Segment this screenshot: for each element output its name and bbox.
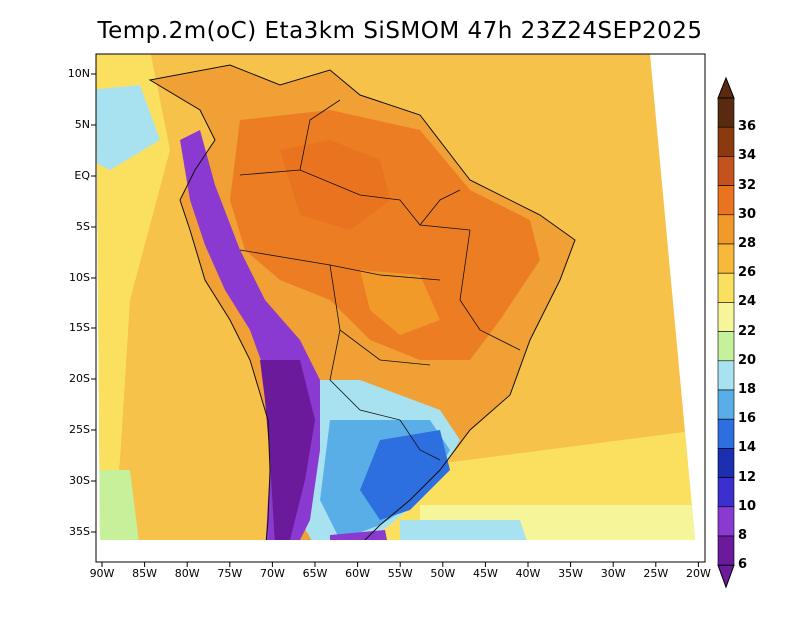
coastline xyxy=(148,64,576,540)
lon-tick-label: 30W xyxy=(600,567,626,580)
lat-tick-label: 10S xyxy=(69,271,90,284)
colorbar-label: 24 xyxy=(738,294,757,310)
lon-tick-label: 35W xyxy=(558,567,584,580)
colorbar-arrow-down xyxy=(717,564,735,589)
map-title: Temp.2m(oC) Eta3km SiSMOM 47h 23Z24SEP20… xyxy=(97,18,703,44)
lat-tick-label: 5S xyxy=(76,220,90,233)
colorbar-swatch xyxy=(717,448,735,478)
colorbar-label: 32 xyxy=(738,177,757,193)
lon-tick-label: 40W xyxy=(515,567,541,580)
lon-tick-label: 70W xyxy=(259,567,285,580)
colorbar-label: 30 xyxy=(738,206,757,222)
lon-tick-label: 45W xyxy=(472,567,498,580)
colorbar-swatch xyxy=(717,535,735,566)
colorbar-label: 12 xyxy=(738,469,757,485)
colorbar-swatch xyxy=(717,418,735,449)
lat-tick-label: 25S xyxy=(69,423,90,436)
pacific-south-cool xyxy=(96,470,140,540)
lat-tick-label: 10N xyxy=(67,67,90,80)
colorbar-swatch xyxy=(717,331,735,362)
colorbar-label: 16 xyxy=(738,411,757,427)
lon-tick-label: 90W xyxy=(89,567,115,580)
andes-coldest xyxy=(260,360,315,540)
colorbar-label: 18 xyxy=(738,382,757,397)
colorbar-label: 6 xyxy=(738,557,748,573)
lat-tick-label: 35S xyxy=(69,525,90,538)
colorbar-swatch xyxy=(717,185,735,216)
colorbar-swatch xyxy=(717,214,735,245)
land-south-colder xyxy=(360,430,450,520)
lon-tick-label: 80W xyxy=(174,567,200,580)
colorbar-arrow-up xyxy=(717,76,735,99)
lon-tick-label: 50W xyxy=(430,567,456,580)
colorbar-swatch xyxy=(717,156,735,186)
land-warm-spot xyxy=(360,270,440,335)
lat-tick-label: 5N xyxy=(74,118,90,131)
lat-tick-label: 15S xyxy=(69,321,90,334)
lon-tick-label: 20W xyxy=(685,567,711,580)
lon-tick-label: 65W xyxy=(302,567,328,580)
colorbar-swatch xyxy=(717,126,735,157)
axis-ticks xyxy=(91,73,699,567)
colorbar-label: 28 xyxy=(738,236,757,251)
lat-tick-label: 30S xyxy=(69,474,90,487)
lon-tick-label: 75W xyxy=(217,567,243,580)
colorbar-label: 8 xyxy=(738,528,748,543)
colorbar-swatch xyxy=(717,243,735,274)
colorbar-swatch xyxy=(717,272,735,303)
atlantic-cold-strip xyxy=(400,520,530,540)
colorbar-swatch xyxy=(717,302,735,332)
colorbar-label: 36 xyxy=(738,119,757,135)
lon-tick-label: 85W xyxy=(132,567,158,580)
lon-tick-label: 55W xyxy=(387,567,413,580)
map-domain xyxy=(96,54,695,540)
colorbar-swatch xyxy=(717,360,735,391)
lat-tick-label: 20S xyxy=(69,372,90,385)
lon-tick-label: 25W xyxy=(643,567,669,580)
colorbar-label: 26 xyxy=(738,265,757,281)
colorbar-label: 20 xyxy=(738,352,757,368)
colorbar xyxy=(717,76,735,589)
colorbar-swatch xyxy=(717,506,735,537)
pacific-cool-zone xyxy=(96,54,170,540)
lat-tick-label: EQ xyxy=(74,169,90,182)
colorbar-swatch xyxy=(717,477,735,508)
colorbar-label: 10 xyxy=(738,498,757,514)
colorbar-swatch xyxy=(717,97,735,128)
country-borders xyxy=(239,99,521,461)
colorbar-swatch xyxy=(717,389,735,420)
land-southern-tip xyxy=(330,530,390,540)
colorbar-label: 22 xyxy=(738,323,757,339)
colorbar-label: 14 xyxy=(738,440,757,456)
pacific-north-cool xyxy=(96,85,160,170)
lon-tick-label: 60W xyxy=(345,567,371,580)
colorbar-label: 34 xyxy=(738,148,757,164)
